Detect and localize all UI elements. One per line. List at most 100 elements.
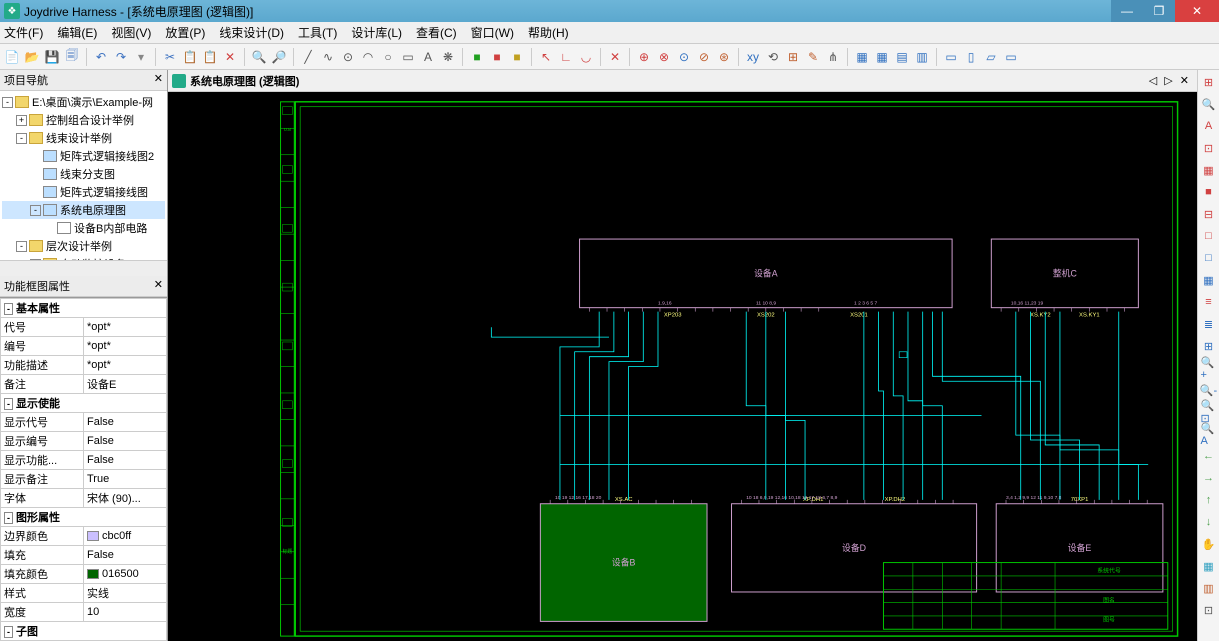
- toolbar-button[interactable]: 🗐: [64, 49, 80, 65]
- right-tool-button[interactable]: 🔍⊡: [1201, 404, 1217, 420]
- schematic-canvas[interactable]: 0.8标题设备AXP203XS202XS2011.9,1611 10 8,91 …: [168, 92, 1197, 641]
- right-tool-button[interactable]: 🔍A: [1201, 426, 1217, 442]
- toolbar-button[interactable]: ■: [469, 49, 485, 65]
- tree-expander-icon[interactable]: +: [16, 115, 27, 126]
- toolbar-button[interactable]: ■: [489, 49, 505, 65]
- toolbar-button[interactable]: ⟲: [765, 49, 781, 65]
- toolbar-button[interactable]: ↶: [93, 49, 109, 65]
- toolbar-button[interactable]: ⊕: [636, 49, 652, 65]
- toolbar-button[interactable]: A: [420, 49, 436, 65]
- right-tool-button[interactable]: ←: [1201, 448, 1217, 464]
- right-tool-button[interactable]: ▥: [1201, 580, 1217, 596]
- tree-expander-icon[interactable]: -: [30, 205, 41, 216]
- toolbar-button[interactable]: 💾: [44, 49, 60, 65]
- toolbar-button[interactable]: ◡: [578, 49, 594, 65]
- tree-node[interactable]: -线束设计举例: [2, 129, 165, 147]
- prop-value[interactable]: False: [84, 546, 167, 565]
- right-tool-button[interactable]: A: [1201, 118, 1217, 134]
- toolbar-button[interactable]: ✎: [805, 49, 821, 65]
- right-tool-button[interactable]: ▦: [1201, 558, 1217, 574]
- prop-value[interactable]: cbc0ff: [84, 527, 167, 546]
- tree-expander-icon[interactable]: -: [16, 133, 27, 144]
- toolbar-button[interactable]: ▤: [894, 49, 910, 65]
- right-tool-button[interactable]: ≣: [1201, 316, 1217, 332]
- right-tool-button[interactable]: □: [1201, 228, 1217, 244]
- toolbar-button[interactable]: ❋: [440, 49, 456, 65]
- document-tab-title[interactable]: 系统电原理图 (逻辑图): [190, 73, 299, 89]
- toolbar-button[interactable]: ○: [380, 49, 396, 65]
- toolbar-button[interactable]: ↖: [538, 49, 554, 65]
- right-tool-button[interactable]: ⊞: [1201, 74, 1217, 90]
- toolbar-button[interactable]: ∟: [558, 49, 574, 65]
- toolbar-button[interactable]: ∿: [320, 49, 336, 65]
- right-tool-button[interactable]: 🔍+: [1201, 360, 1217, 376]
- toolbar-button[interactable]: ⊘: [696, 49, 712, 65]
- menu-item[interactable]: 线束设计(D): [219, 24, 284, 41]
- menu-item[interactable]: 文件(F): [4, 24, 43, 41]
- toolbar-button[interactable]: ✕: [222, 49, 238, 65]
- menu-item[interactable]: 设计库(L): [351, 24, 402, 41]
- close-button[interactable]: ✕: [1175, 0, 1219, 22]
- toolbar-button[interactable]: 🔎: [271, 49, 287, 65]
- tab-nav-buttons[interactable]: ◁ ▷ ✕: [1149, 74, 1191, 87]
- toolbar-button[interactable]: ✕: [607, 49, 623, 65]
- tree-node[interactable]: 矩阵式逻辑接线图: [2, 183, 165, 201]
- toolbar-button[interactable]: ▦: [874, 49, 890, 65]
- panel-close-icon[interactable]: ✕: [154, 278, 163, 294]
- toolbar-button[interactable]: ╱: [300, 49, 316, 65]
- toolbar-button[interactable]: ⊛: [716, 49, 732, 65]
- prop-value[interactable]: False: [84, 413, 167, 432]
- tree-expander-icon[interactable]: -: [2, 97, 13, 108]
- toolbar-button[interactable]: ✂: [162, 49, 178, 65]
- toolbar-button[interactable]: 📋: [182, 49, 198, 65]
- tree-node[interactable]: -E:\桌面\演示\Example-网: [2, 93, 165, 111]
- prop-value[interactable]: True: [84, 470, 167, 489]
- menu-item[interactable]: 视图(V): [111, 24, 151, 41]
- prop-category[interactable]: 图形属性: [1, 508, 167, 527]
- prop-value[interactable]: 设备E: [84, 375, 167, 394]
- toolbar-button[interactable]: ⊙: [676, 49, 692, 65]
- tree-node[interactable]: 矩阵式逻辑接线图2: [2, 147, 165, 165]
- toolbar-button[interactable]: ▭: [1003, 49, 1019, 65]
- toolbar-button[interactable]: ▭: [943, 49, 959, 65]
- right-tool-button[interactable]: ■: [1201, 184, 1217, 200]
- tree-h-scrollbar[interactable]: [0, 260, 167, 276]
- tree-node[interactable]: 线束分支图: [2, 165, 165, 183]
- prop-value[interactable]: False: [84, 451, 167, 470]
- right-tool-button[interactable]: →: [1201, 470, 1217, 486]
- prop-value[interactable]: 016500: [84, 565, 167, 584]
- project-tree[interactable]: -E:\桌面\演示\Example-网+控制组合设计举例-线束设计举例矩阵式逻辑…: [0, 91, 167, 260]
- toolbar-button[interactable]: 📋: [202, 49, 218, 65]
- right-tool-button[interactable]: 🔍: [1201, 96, 1217, 112]
- toolbar-button[interactable]: ▭: [400, 49, 416, 65]
- panel-close-icon[interactable]: ✕: [154, 72, 163, 88]
- minimize-button[interactable]: —: [1111, 0, 1143, 22]
- menu-item[interactable]: 查看(C): [416, 24, 457, 41]
- right-tool-button[interactable]: 🔍-: [1201, 382, 1217, 398]
- toolbar-button[interactable]: ▱: [983, 49, 999, 65]
- menu-item[interactable]: 工具(T): [298, 24, 337, 41]
- tree-node[interactable]: -系统电原理图: [2, 201, 165, 219]
- right-tool-button[interactable]: □: [1201, 250, 1217, 266]
- tree-node[interactable]: 设备B内部电路: [2, 219, 165, 237]
- toolbar-button[interactable]: ■: [509, 49, 525, 65]
- prop-value[interactable]: 实线: [84, 584, 167, 603]
- right-tool-button[interactable]: ↓: [1201, 514, 1217, 530]
- right-tool-button[interactable]: ⊡: [1201, 602, 1217, 618]
- right-tool-button[interactable]: ✋: [1201, 536, 1217, 552]
- prop-value[interactable]: *opt*: [84, 337, 167, 356]
- maximize-button[interactable]: ❐: [1143, 0, 1175, 22]
- toolbar-button[interactable]: 📂: [24, 49, 40, 65]
- toolbar-button[interactable]: ⋔: [825, 49, 841, 65]
- toolbar-button[interactable]: ▥: [914, 49, 930, 65]
- prop-value[interactable]: False: [84, 432, 167, 451]
- toolbar-button[interactable]: ↷: [113, 49, 129, 65]
- menu-item[interactable]: 窗口(W): [471, 24, 514, 41]
- toolbar-button[interactable]: ◠: [360, 49, 376, 65]
- right-tool-button[interactable]: ▦: [1201, 272, 1217, 288]
- toolbar-button[interactable]: ⊙: [340, 49, 356, 65]
- property-grid[interactable]: 基本属性代号*opt*编号*opt*功能描述*opt*备注设备E显示使能显示代号…: [0, 297, 167, 641]
- toolbar-button[interactable]: ⊗: [656, 49, 672, 65]
- toolbar-button[interactable]: ▯: [963, 49, 979, 65]
- toolbar-button[interactable]: 🔍: [251, 49, 267, 65]
